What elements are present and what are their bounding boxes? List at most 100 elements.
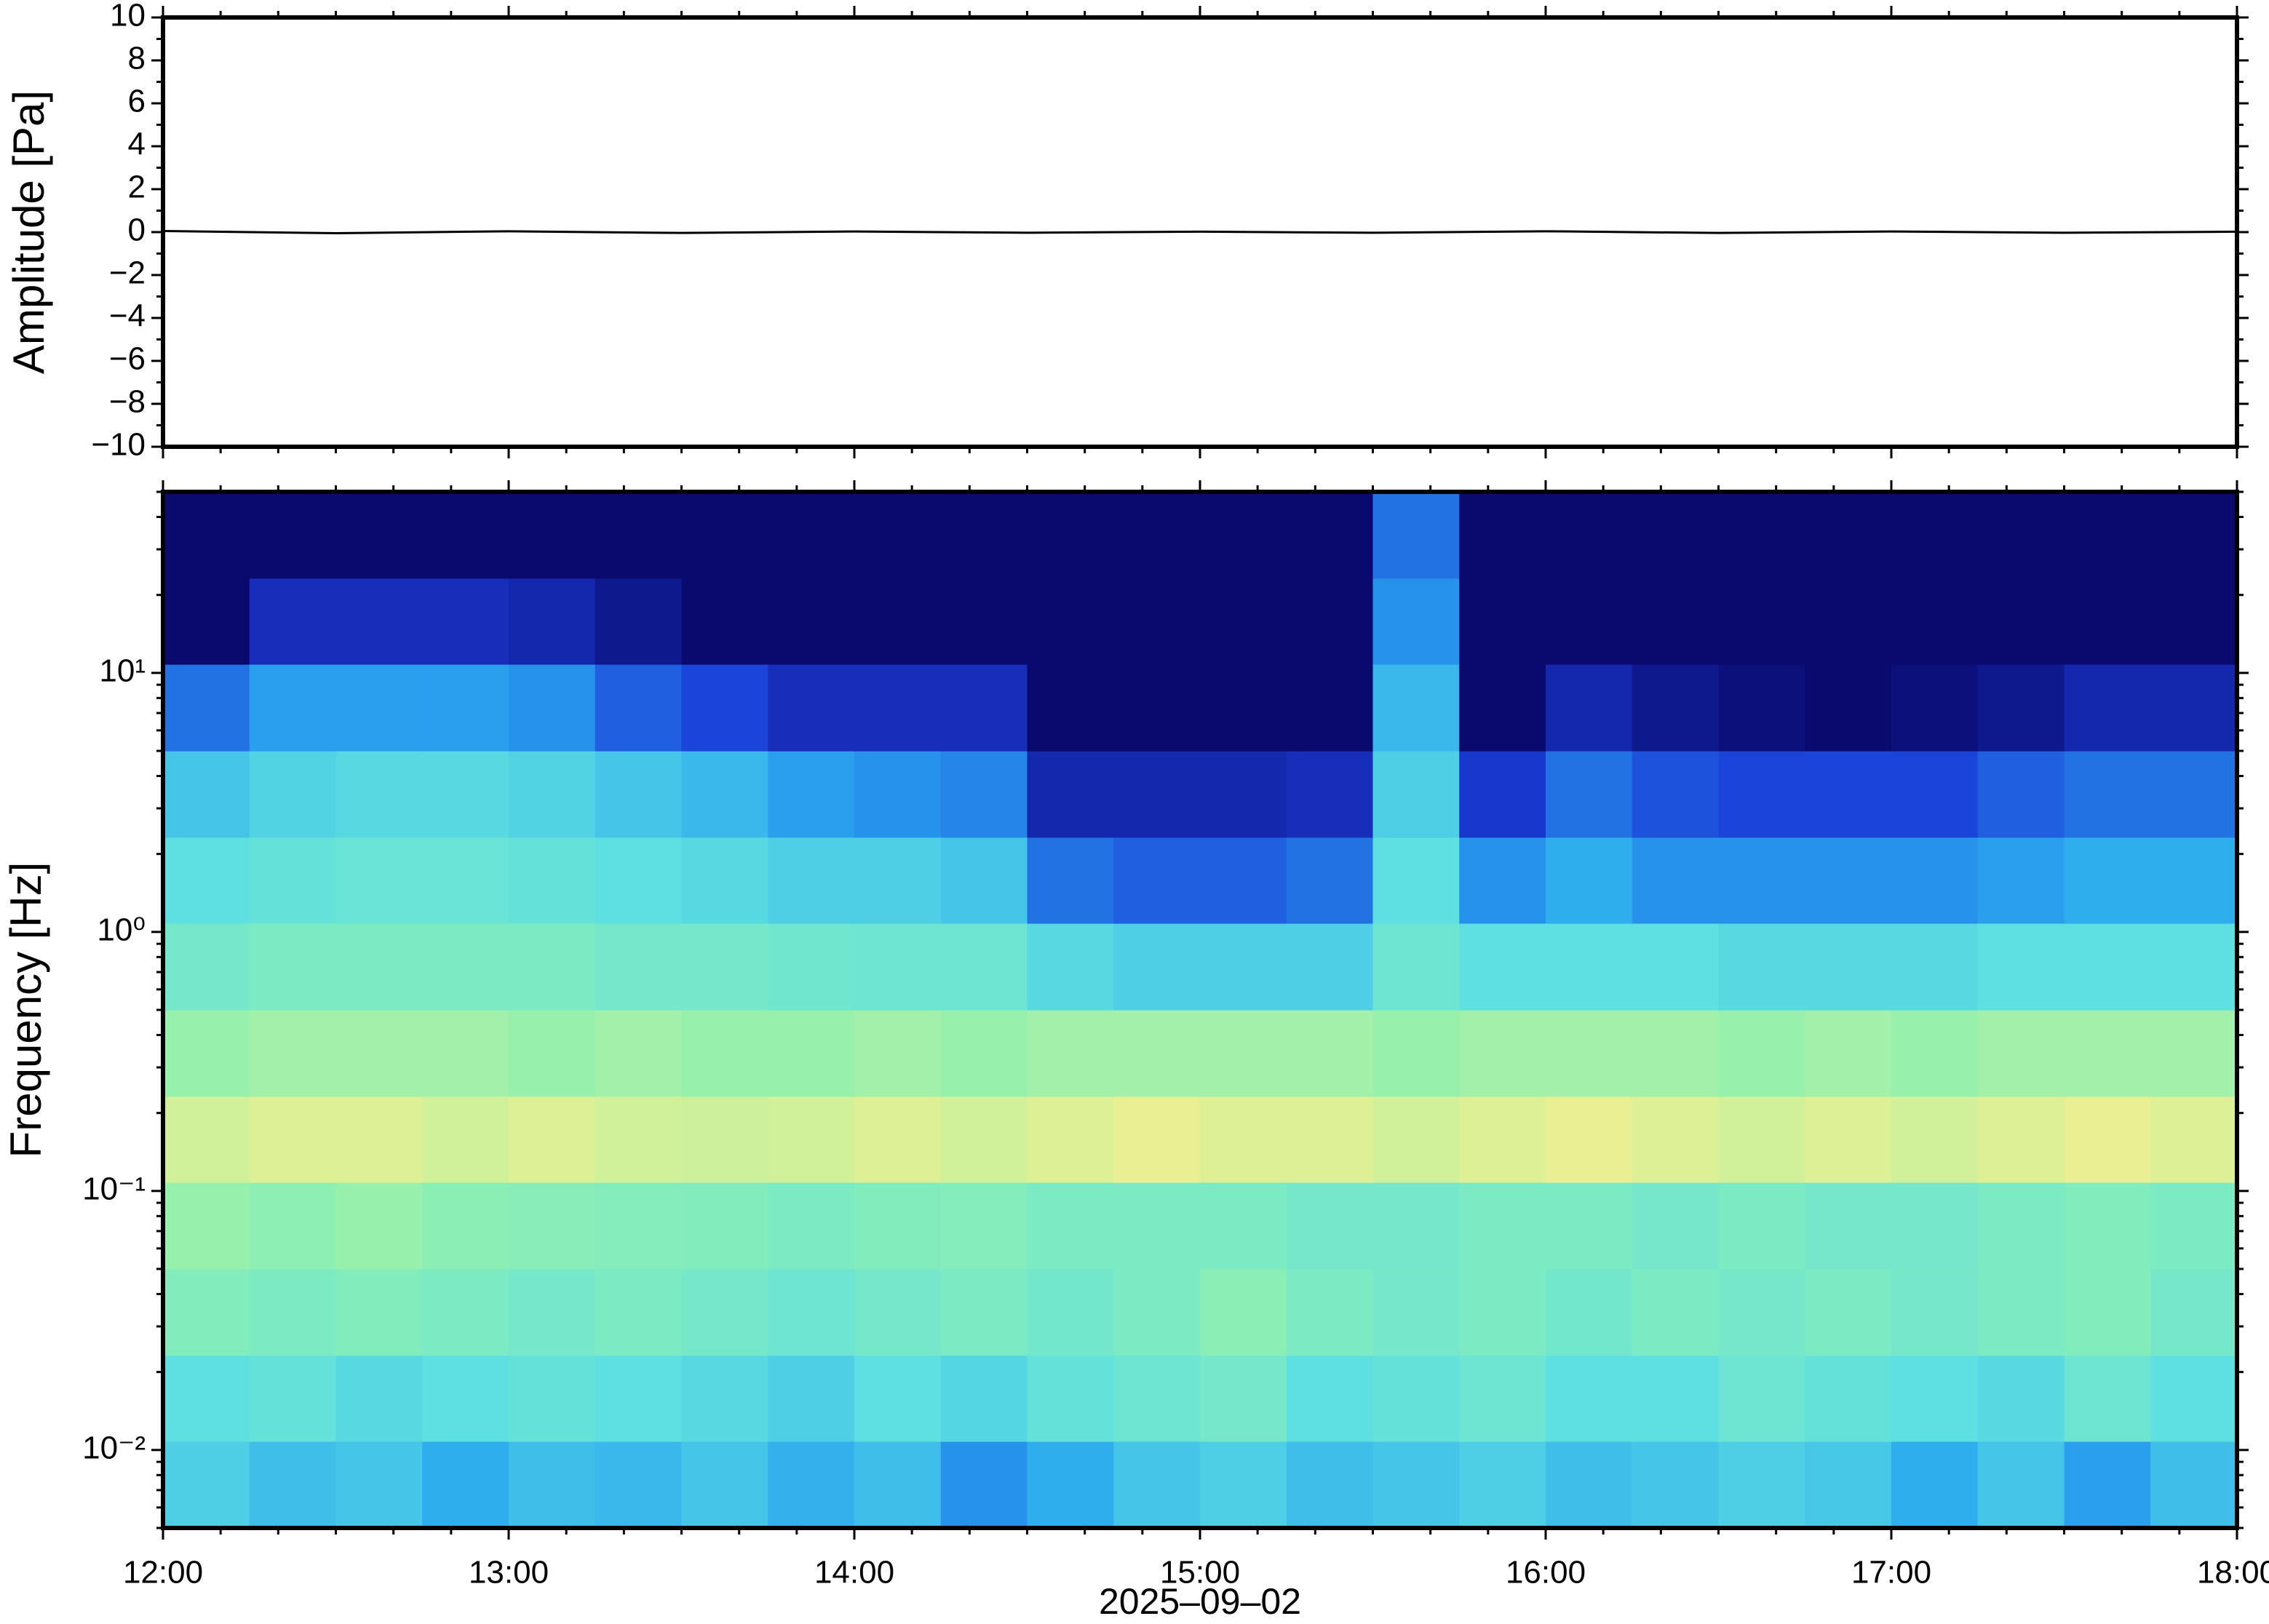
spectrogram-cell xyxy=(1891,751,1979,838)
spectrogram-cell xyxy=(1891,837,1979,924)
spectrogram-cell xyxy=(1891,1269,1979,1356)
spectrogram-cell xyxy=(2150,1269,2238,1356)
y-tick-label: −6 xyxy=(109,341,146,377)
spectrogram-cell xyxy=(422,923,509,1011)
spectrogram-cell xyxy=(422,837,509,924)
y-tick-label: −8 xyxy=(109,384,146,420)
spectrogram-cell xyxy=(1805,664,1892,752)
spectrogram-cell xyxy=(681,1269,768,1356)
spectrogram-cell xyxy=(681,1096,768,1183)
spectrogram-cell xyxy=(163,1269,250,1356)
spectrogram-cell xyxy=(681,578,768,665)
spectrogram-cell xyxy=(249,837,337,924)
spectrogram-cell xyxy=(1372,837,1460,924)
spectrogram-cell xyxy=(249,1096,337,1183)
spectrogram-cell xyxy=(509,492,596,579)
spectrogram-cell xyxy=(1200,664,1287,752)
spectrogram-cell xyxy=(1200,1010,1287,1097)
spectrogram-cell xyxy=(163,1441,250,1529)
spectrogram-cell xyxy=(1977,1441,2065,1529)
plot-frame xyxy=(161,490,2239,1530)
spectrogram-cell xyxy=(422,1182,509,1270)
spectrogram-cell xyxy=(1200,837,1287,924)
spectrogram-cell xyxy=(163,1182,250,1270)
spectrogram-cell xyxy=(1805,1010,1892,1097)
spectrogram-cell xyxy=(768,1010,855,1097)
spectrogram-cell xyxy=(1027,1182,1114,1270)
spectrogram-cell xyxy=(163,578,250,665)
spectrogram-cell xyxy=(163,1010,250,1097)
spectrogram-cell xyxy=(163,751,250,838)
spectrogram-cell xyxy=(1372,1182,1460,1270)
y-tick-label: 10⁻² xyxy=(82,1430,146,1465)
spectrogram-cell xyxy=(1891,1010,1979,1097)
spectrogram-cell xyxy=(335,837,423,924)
spectrogram-cell xyxy=(854,837,942,924)
spectrogram-cell xyxy=(854,578,942,665)
spectrogram-cell xyxy=(1891,664,1979,752)
spectrogram-cell xyxy=(335,1441,423,1529)
spectrogram-cell xyxy=(1113,751,1201,838)
spectrogram-cell xyxy=(1718,751,1805,838)
spectrogram-cell xyxy=(1027,1010,1114,1097)
spectrogram-cell xyxy=(1459,1096,1546,1183)
spectrogram-cell xyxy=(681,837,768,924)
spectrogram-cell xyxy=(2150,1010,2238,1097)
spectrogram-cell xyxy=(1113,578,1201,665)
spectrogram-cell xyxy=(1200,1355,1287,1442)
spectrogram-cell xyxy=(1632,751,1720,838)
spectrogram-cell xyxy=(509,1269,596,1356)
spectrogram-cell xyxy=(1891,1096,1979,1183)
x-tick-label: 13:00 xyxy=(469,1555,549,1591)
spectrogram-cell xyxy=(1372,751,1460,838)
spectrogram-cell xyxy=(681,1355,768,1442)
spectrogram-cell xyxy=(1113,1441,1201,1529)
spectrogram-cell xyxy=(509,1010,596,1097)
spectrogram-cell xyxy=(1546,1269,1633,1356)
spectrogram-cell xyxy=(509,837,596,924)
spectrogram-cell xyxy=(768,923,855,1011)
spectrogram-cell xyxy=(1200,1182,1287,1270)
spectrogram-cell xyxy=(1632,578,1720,665)
spectrogram-cell xyxy=(1977,578,2065,665)
spectrogram-cell xyxy=(1718,578,1805,665)
spectrogram-cell xyxy=(1459,664,1546,752)
spectrogram-cell xyxy=(335,1269,423,1356)
spectrogram-cell xyxy=(1546,1010,1633,1097)
spectrogram-cell xyxy=(2064,837,2151,924)
x-tick-label: 18:00 xyxy=(2197,1555,2269,1591)
spectrogram-cell xyxy=(1286,578,1374,665)
spectrogram-cell xyxy=(940,1355,1028,1442)
spectrogram-cell xyxy=(1113,1010,1201,1097)
spectrogram-cell xyxy=(2064,492,2151,579)
x-tick-label: 15:00 xyxy=(1160,1555,1240,1591)
spectrogram-cell xyxy=(1546,1096,1633,1183)
spectrogram-cell xyxy=(1286,837,1374,924)
spectrogram-cell xyxy=(854,1441,942,1529)
spectrogram-cell xyxy=(595,837,683,924)
spectrogram-cell xyxy=(2064,923,2151,1011)
spectrogram-cell xyxy=(2150,578,2238,665)
spectrogram-cell xyxy=(1113,1355,1201,1442)
spectrogram-cell xyxy=(768,1182,855,1270)
spectrogram-cell xyxy=(1200,578,1287,665)
spectrogram-cell xyxy=(249,664,337,752)
spectrogram-cell xyxy=(1113,1182,1201,1270)
spectrogram-cell xyxy=(1805,1096,1892,1183)
spectrogram-cell xyxy=(1372,664,1460,752)
spectrogram-cell xyxy=(1113,837,1201,924)
spectrogram-cell xyxy=(1027,1269,1114,1356)
spectrogram-cell xyxy=(1891,1182,1979,1270)
spectrogram-cell xyxy=(509,1355,596,1442)
spectrogram-cell xyxy=(1459,1010,1546,1097)
spectrogram-cell xyxy=(854,923,942,1011)
spectrogram-cell xyxy=(1459,1355,1546,1442)
spectrogram-cell xyxy=(1805,923,1892,1011)
spectrogram-cell xyxy=(1632,1096,1720,1183)
spectrogram-cell xyxy=(2150,1182,2238,1270)
spectrogram-cell xyxy=(1372,1355,1460,1442)
spectrogram-cell xyxy=(1459,1269,1546,1356)
spectrogram-cell xyxy=(768,578,855,665)
spectrogram-cell xyxy=(1286,664,1374,752)
y-axis-title: Frequency [Hz] xyxy=(1,862,50,1158)
